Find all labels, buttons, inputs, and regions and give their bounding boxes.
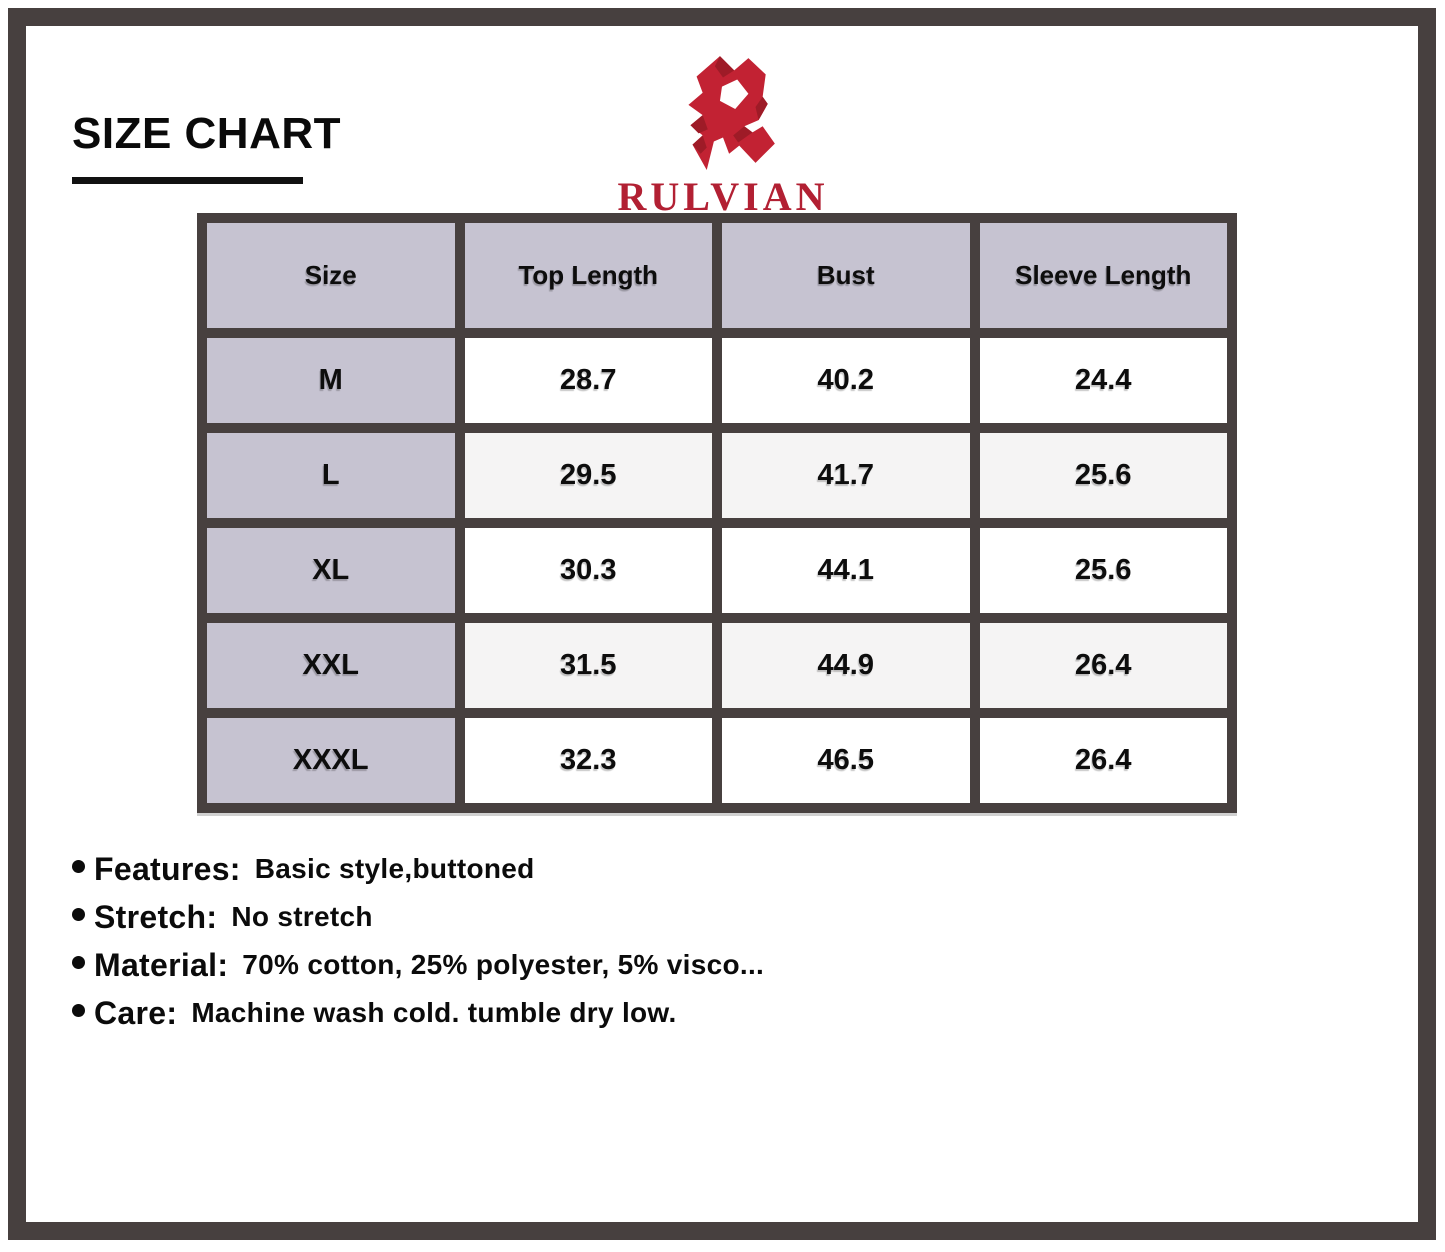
title-underline (72, 177, 303, 184)
size-cell: M (207, 338, 455, 423)
value-cell: 24.4 (979, 338, 1227, 423)
size-chart-table: Size Top Length Bust Sleeve Length M 28.… (197, 213, 1237, 813)
value-cell: 46.5 (722, 718, 970, 803)
value-cell: 40.2 (722, 338, 970, 423)
detail-label: Features: (94, 850, 241, 887)
bullet-icon (72, 859, 85, 873)
bullet-icon (72, 1003, 85, 1017)
detail-label: Care: (94, 994, 178, 1031)
list-item-material: Material: 70% cotton, 25% polyester, 5% … (72, 941, 764, 989)
table-row: XL 30.3 44.1 25.6 (207, 528, 1227, 613)
value-cell: 32.3 (464, 718, 712, 803)
value-cell: 44.9 (722, 623, 970, 708)
value-cell: 25.6 (979, 433, 1227, 518)
size-cell: XXL (207, 623, 455, 708)
table-row: L 29.5 41.7 25.6 (207, 433, 1227, 518)
value-cell: 29.5 (464, 433, 712, 518)
value-cell: 44.1 (722, 528, 970, 613)
bullet-icon (72, 955, 85, 969)
detail-label: Stretch: (94, 898, 218, 935)
value-cell: 31.5 (464, 623, 712, 708)
detail-value: No stretch (231, 901, 373, 932)
brand-logo: RULVIAN (593, 48, 853, 217)
page-title: SIZE CHART (72, 109, 341, 158)
column-header-bust: Bust (722, 223, 970, 328)
column-header-sleeve-length: Sleeve Length (979, 223, 1227, 328)
value-cell: 41.7 (722, 433, 970, 518)
list-item-features: Features: Basic style,buttoned (72, 845, 764, 893)
detail-value: 70% cotton, 25% polyester, 5% visco... (242, 949, 765, 980)
table-row: XXL 31.5 44.9 26.4 (207, 623, 1227, 708)
brand-r-icon (688, 56, 775, 170)
value-cell: 25.6 (979, 528, 1227, 613)
size-cell: L (207, 433, 455, 518)
value-cell: 28.7 (464, 338, 712, 423)
value-cell: 26.4 (979, 623, 1227, 708)
brand-wordmark: RULVIAN (617, 174, 829, 219)
table-row: XXXL 32.3 46.5 26.4 (207, 718, 1227, 803)
title-block: SIZE CHART (72, 112, 341, 184)
list-item-care: Care: Machine wash cold. tumble dry low. (72, 989, 764, 1037)
bullet-icon (72, 907, 85, 921)
detail-label: Material: (94, 946, 229, 983)
table-header-row: Size Top Length Bust Sleeve Length (207, 223, 1227, 328)
column-header-size: Size (207, 223, 455, 328)
detail-value: Basic style,buttoned (254, 853, 535, 884)
list-item-stretch: Stretch: No stretch (72, 893, 764, 941)
value-cell: 30.3 (464, 528, 712, 613)
size-cell: XL (207, 528, 455, 613)
value-cell: 26.4 (979, 718, 1227, 803)
table-row: M 28.7 40.2 24.4 (207, 338, 1227, 423)
size-cell: XXXL (207, 718, 455, 803)
column-header-top-length: Top Length (464, 223, 712, 328)
detail-value: Machine wash cold. tumble dry low. (191, 997, 677, 1028)
details-list: Features: Basic style,buttoned Stretch: … (72, 845, 764, 1037)
